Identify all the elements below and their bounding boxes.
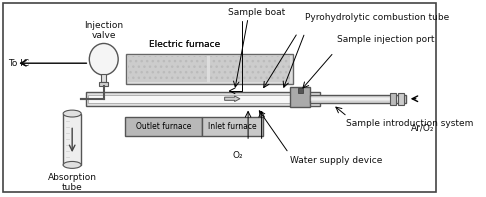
Bar	[87, 95, 318, 103]
Bar	[311, 97, 405, 101]
Bar	[86, 92, 320, 106]
Text: Sample boat: Sample boat	[228, 8, 286, 17]
Text: Sample injection port: Sample injection port	[336, 35, 434, 45]
Ellipse shape	[63, 162, 81, 168]
Text: To IC: To IC	[8, 59, 29, 68]
Bar	[298, 88, 303, 93]
Text: Ar/O₂: Ar/O₂	[411, 124, 435, 133]
Bar	[291, 87, 311, 107]
Bar	[202, 117, 263, 136]
FancyArrow shape	[225, 96, 240, 101]
Text: Outlet furnace: Outlet furnace	[136, 122, 191, 131]
Bar	[398, 93, 404, 105]
Text: Water supply device: Water supply device	[291, 156, 383, 165]
Bar	[63, 113, 81, 165]
Ellipse shape	[63, 110, 81, 117]
Bar	[390, 93, 396, 105]
Text: Electric furnace: Electric furnace	[149, 40, 220, 49]
Circle shape	[89, 44, 118, 75]
Bar	[126, 54, 293, 84]
Bar	[311, 95, 406, 103]
Bar	[125, 117, 202, 136]
Text: Electric furnace: Electric furnace	[149, 40, 220, 49]
Text: Pyrohydrolytic combustion tube: Pyrohydrolytic combustion tube	[305, 13, 449, 22]
Text: Inlet furnace: Inlet furnace	[208, 122, 257, 131]
Bar	[101, 74, 106, 82]
Text: Absorption
tube: Absorption tube	[48, 173, 97, 192]
Text: O₂: O₂	[233, 151, 243, 160]
Text: Sample introduction system: Sample introduction system	[346, 119, 473, 127]
Bar	[99, 82, 108, 86]
Text: Injection
valve: Injection valve	[84, 21, 123, 41]
Bar	[128, 56, 208, 82]
Bar	[210, 56, 290, 82]
